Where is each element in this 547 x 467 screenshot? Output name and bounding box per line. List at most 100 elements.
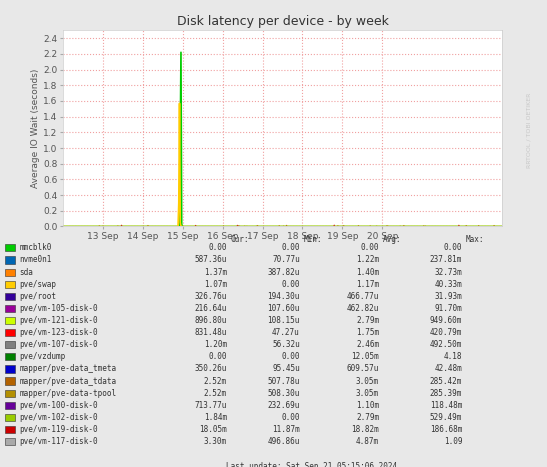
Text: 18.82m: 18.82m bbox=[351, 425, 379, 434]
Text: 0.00: 0.00 bbox=[208, 352, 227, 361]
Text: pve/root: pve/root bbox=[20, 292, 57, 301]
Text: 587.36u: 587.36u bbox=[195, 255, 227, 264]
Text: mapper/pve-data_tmeta: mapper/pve-data_tmeta bbox=[20, 364, 117, 374]
Text: 466.77u: 466.77u bbox=[347, 292, 379, 301]
Text: mapper/pve-data-tpool: mapper/pve-data-tpool bbox=[20, 389, 117, 398]
Text: pve/vm-102-disk-0: pve/vm-102-disk-0 bbox=[20, 413, 98, 422]
Text: 896.80u: 896.80u bbox=[195, 316, 227, 325]
Bar bbox=[5, 389, 15, 397]
Text: 95.45u: 95.45u bbox=[272, 364, 300, 374]
Text: pve/vm-107-disk-0: pve/vm-107-disk-0 bbox=[20, 340, 98, 349]
Text: 2.79m: 2.79m bbox=[356, 316, 379, 325]
Text: 3.05m: 3.05m bbox=[356, 376, 379, 386]
Text: 2.46m: 2.46m bbox=[356, 340, 379, 349]
Text: 350.26u: 350.26u bbox=[195, 364, 227, 374]
Text: 1.75m: 1.75m bbox=[356, 328, 379, 337]
Bar bbox=[5, 244, 15, 251]
Text: 831.48u: 831.48u bbox=[195, 328, 227, 337]
Text: 508.30u: 508.30u bbox=[267, 389, 300, 398]
Text: 496.86u: 496.86u bbox=[267, 437, 300, 446]
Text: 40.33m: 40.33m bbox=[434, 280, 462, 289]
Text: 232.69u: 232.69u bbox=[267, 401, 300, 410]
Text: 0.00: 0.00 bbox=[281, 352, 300, 361]
Text: 107.60u: 107.60u bbox=[267, 304, 300, 313]
Text: pve/vzdump: pve/vzdump bbox=[20, 352, 66, 361]
Text: 1.40m: 1.40m bbox=[356, 268, 379, 276]
Text: 32.73m: 32.73m bbox=[434, 268, 462, 276]
Text: 387.82u: 387.82u bbox=[267, 268, 300, 276]
Text: 186.68m: 186.68m bbox=[430, 425, 462, 434]
Text: 237.81m: 237.81m bbox=[430, 255, 462, 264]
Text: 949.60m: 949.60m bbox=[430, 316, 462, 325]
Text: Max:: Max: bbox=[465, 235, 484, 244]
Text: 507.78u: 507.78u bbox=[267, 376, 300, 386]
Text: 0.00: 0.00 bbox=[281, 280, 300, 289]
Text: 1.07m: 1.07m bbox=[204, 280, 227, 289]
Text: 12.05m: 12.05m bbox=[351, 352, 379, 361]
Text: 0.00: 0.00 bbox=[281, 413, 300, 422]
Text: 2.52m: 2.52m bbox=[204, 376, 227, 386]
Text: mmcblk0: mmcblk0 bbox=[20, 243, 52, 252]
Text: 713.77u: 713.77u bbox=[195, 401, 227, 410]
Bar bbox=[5, 414, 15, 421]
Bar bbox=[5, 402, 15, 409]
Bar bbox=[5, 256, 15, 263]
Text: 3.30m: 3.30m bbox=[204, 437, 227, 446]
Text: pve/vm-121-disk-0: pve/vm-121-disk-0 bbox=[20, 316, 98, 325]
Text: 47.27u: 47.27u bbox=[272, 328, 300, 337]
Text: 609.57u: 609.57u bbox=[347, 364, 379, 374]
Y-axis label: Average IO Wait (seconds): Average IO Wait (seconds) bbox=[31, 69, 40, 188]
Text: pve/vm-100-disk-0: pve/vm-100-disk-0 bbox=[20, 401, 98, 410]
Text: 1.22m: 1.22m bbox=[356, 255, 379, 264]
Text: nvme0n1: nvme0n1 bbox=[20, 255, 52, 264]
Text: pve/vm-123-disk-0: pve/vm-123-disk-0 bbox=[20, 328, 98, 337]
Text: Avg:: Avg: bbox=[382, 235, 401, 244]
Text: 31.93m: 31.93m bbox=[434, 292, 462, 301]
Text: 108.15u: 108.15u bbox=[267, 316, 300, 325]
Bar bbox=[5, 426, 15, 433]
Text: RRTOOL / TOBI OETIKER: RRTOOL / TOBI OETIKER bbox=[527, 93, 532, 169]
Text: 11.87m: 11.87m bbox=[272, 425, 300, 434]
Text: 285.42m: 285.42m bbox=[430, 376, 462, 386]
Text: 3.05m: 3.05m bbox=[356, 389, 379, 398]
Text: 1.37m: 1.37m bbox=[204, 268, 227, 276]
Bar bbox=[5, 305, 15, 312]
Bar bbox=[5, 317, 15, 324]
Bar bbox=[5, 329, 15, 336]
Text: 0.00: 0.00 bbox=[360, 243, 379, 252]
Text: 285.39m: 285.39m bbox=[430, 389, 462, 398]
Text: 194.30u: 194.30u bbox=[267, 292, 300, 301]
Text: 4.18: 4.18 bbox=[444, 352, 462, 361]
Text: 1.84m: 1.84m bbox=[204, 413, 227, 422]
Text: 529.49m: 529.49m bbox=[430, 413, 462, 422]
Text: pve/vm-117-disk-0: pve/vm-117-disk-0 bbox=[20, 437, 98, 446]
Text: 0.00: 0.00 bbox=[444, 243, 462, 252]
Text: 420.79m: 420.79m bbox=[430, 328, 462, 337]
Text: Last update: Sat Sep 21 05:15:06 2024: Last update: Sat Sep 21 05:15:06 2024 bbox=[226, 462, 397, 467]
Bar bbox=[5, 281, 15, 288]
Text: sda: sda bbox=[20, 268, 33, 276]
Text: 1.09: 1.09 bbox=[444, 437, 462, 446]
Text: pve/vm-119-disk-0: pve/vm-119-disk-0 bbox=[20, 425, 98, 434]
Bar bbox=[5, 293, 15, 300]
Text: 326.76u: 326.76u bbox=[195, 292, 227, 301]
Text: Cur:: Cur: bbox=[230, 235, 249, 244]
Text: 91.70m: 91.70m bbox=[434, 304, 462, 313]
Text: 42.48m: 42.48m bbox=[434, 364, 462, 374]
Text: pve/vm-105-disk-0: pve/vm-105-disk-0 bbox=[20, 304, 98, 313]
Text: 1.10m: 1.10m bbox=[356, 401, 379, 410]
Text: 2.52m: 2.52m bbox=[204, 389, 227, 398]
Text: 462.82u: 462.82u bbox=[347, 304, 379, 313]
Text: 2.79m: 2.79m bbox=[356, 413, 379, 422]
Text: 56.32u: 56.32u bbox=[272, 340, 300, 349]
Text: mapper/pve-data_tdata: mapper/pve-data_tdata bbox=[20, 376, 117, 386]
Text: 4.87m: 4.87m bbox=[356, 437, 379, 446]
Bar bbox=[5, 353, 15, 361]
Text: 18.05m: 18.05m bbox=[199, 425, 227, 434]
Bar bbox=[5, 341, 15, 348]
Text: 0.00: 0.00 bbox=[208, 243, 227, 252]
Bar bbox=[5, 269, 15, 276]
Bar bbox=[5, 365, 15, 373]
Title: Disk latency per device - by week: Disk latency per device - by week bbox=[177, 15, 388, 28]
Text: 118.48m: 118.48m bbox=[430, 401, 462, 410]
